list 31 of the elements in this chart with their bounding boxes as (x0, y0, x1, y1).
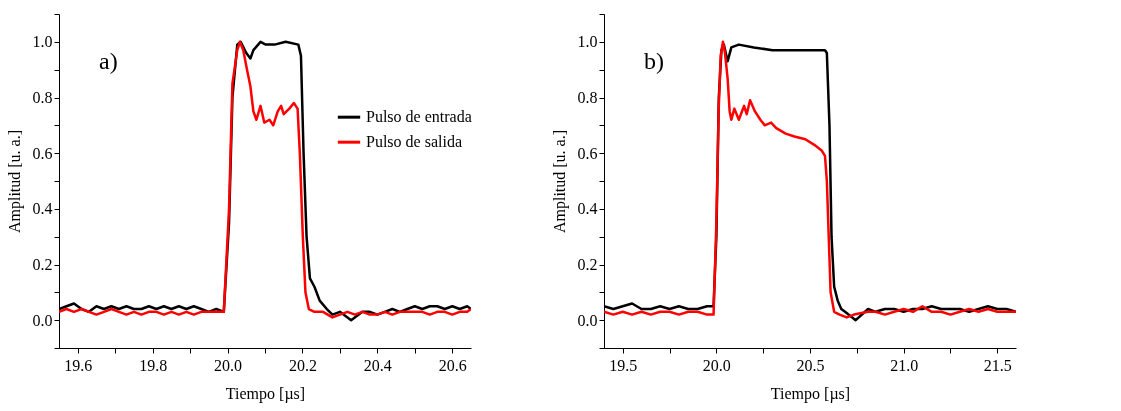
y-tick-label: 0.4 (32, 200, 53, 218)
x-tick-label: 21.0 (890, 356, 919, 374)
x-tick-label: 20.2 (288, 356, 317, 374)
y-tick-label: 0.6 (32, 144, 53, 162)
y-tick-label: 0.4 (577, 200, 598, 218)
y-tick-label: 0.8 (32, 89, 53, 106)
y-tick-label: 1.0 (32, 33, 53, 51)
y-tick-label: 0.2 (577, 256, 598, 273)
x-axis-title: Tiempo [µs] (225, 384, 306, 403)
annotation: a) (99, 48, 118, 74)
x-tick-label: 20.4 (363, 356, 392, 374)
legend-label: Pulso de entrada (366, 108, 472, 126)
y-tick-label: 0.2 (32, 256, 53, 273)
x-tick-label: 19.8 (139, 356, 168, 374)
legend-label: Pulso de salida (366, 133, 462, 151)
x-tick-label: 20.5 (796, 356, 825, 374)
x-tick-label: 19.6 (64, 356, 93, 374)
x-tick-label: 20.0 (214, 356, 243, 374)
x-tick-label: 20.0 (702, 356, 731, 374)
y-axis-title: Amplitud [u. a.] (550, 129, 569, 234)
y-tick-label: 0.0 (32, 311, 53, 329)
y-tick-label: 0.8 (577, 89, 598, 106)
annotation: b) (644, 48, 664, 74)
y-tick-label: 0.0 (577, 311, 598, 329)
x-axis-title: Tiempo [µs] (770, 384, 851, 403)
y-tick-label: 1.0 (577, 33, 598, 51)
x-tick-label: 20.6 (438, 356, 467, 374)
y-axis-title: Amplitud [u. a.] (5, 129, 24, 234)
y-tick-label: 0.6 (577, 144, 598, 162)
x-tick-label: 21.5 (983, 356, 1012, 374)
x-tick-label: 19.5 (609, 356, 638, 374)
